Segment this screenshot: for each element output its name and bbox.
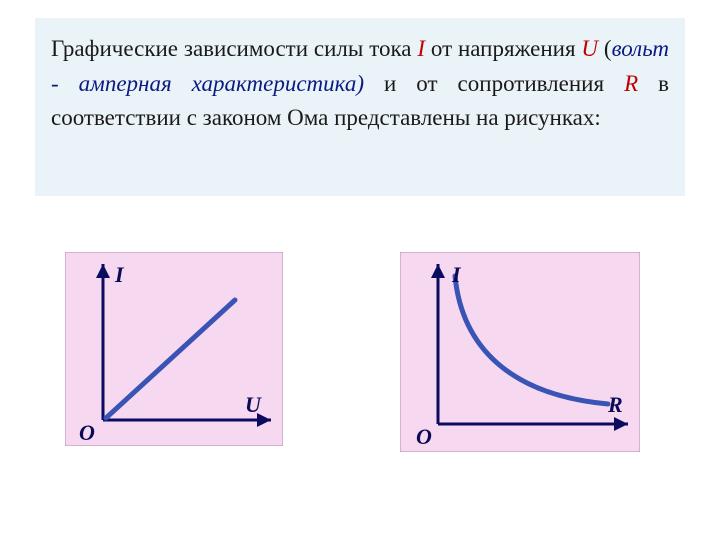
svg-text:O: O xyxy=(79,420,95,445)
text-part-2: от напряжения xyxy=(425,36,581,61)
text-part-4: и от сопротивления xyxy=(364,71,624,96)
description-text-block: Графические зависимости силы тока I от н… xyxy=(35,18,685,196)
text-paren: ( xyxy=(598,36,612,61)
charts-row: I U O I R O xyxy=(65,252,640,452)
svg-text:I: I xyxy=(114,262,125,287)
svg-text:O: O xyxy=(416,424,432,449)
variable-U: U xyxy=(581,36,598,61)
svg-text:R: R xyxy=(607,392,623,417)
text-part-1: Графические зависимости силы тока xyxy=(51,36,417,61)
chart-I-vs-R: I R O xyxy=(400,252,640,452)
variable-I: I xyxy=(417,36,425,61)
svg-text:U: U xyxy=(245,392,262,417)
page: Графические зависимости силы тока I от н… xyxy=(0,0,720,540)
variable-R: R xyxy=(624,71,638,96)
svg-text:I: I xyxy=(451,262,462,287)
chart-I-vs-U: I U O xyxy=(65,252,283,446)
